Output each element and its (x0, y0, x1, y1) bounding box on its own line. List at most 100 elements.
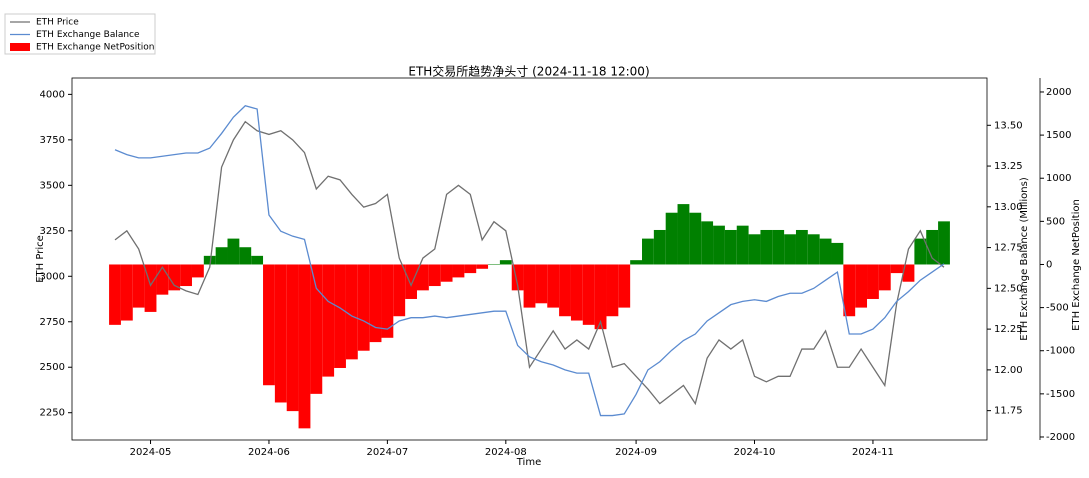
bar (795, 229, 808, 265)
plot-frame (71, 77, 988, 441)
y3-tick-label: 2000 (1046, 87, 1071, 98)
bar (144, 264, 157, 312)
x-axis-label: Time (516, 457, 541, 468)
bar (535, 264, 548, 304)
bar (203, 255, 216, 265)
bar (570, 264, 583, 321)
y-tick-label: 3250 (40, 226, 65, 237)
x-tick-label: 2024-09 (615, 447, 657, 458)
legend-label: ETH Exchange NetPosition (36, 43, 155, 53)
legend-label: ETH Price (36, 18, 79, 28)
bar (132, 264, 145, 308)
bar (345, 264, 358, 360)
x-tick-label: 2024-06 (248, 447, 290, 458)
bar (251, 255, 264, 265)
y2-tick-label: 13.25 (994, 161, 1023, 172)
bar (855, 264, 868, 308)
y3-tick-label: -2000 (1046, 432, 1075, 443)
bar (926, 229, 939, 265)
bar (843, 264, 856, 317)
bar (559, 264, 571, 317)
y2-tick-label: 12.25 (994, 324, 1023, 335)
legend-label: ETH Exchange Balance (36, 30, 140, 40)
bar (760, 229, 773, 265)
bar (511, 264, 524, 291)
bar (168, 264, 181, 291)
y3-axis-label: ETH Exchange NetPosition (1071, 199, 1082, 331)
bar (582, 264, 595, 325)
bar (215, 247, 228, 265)
bar (867, 264, 879, 299)
bar (263, 264, 275, 386)
bar (807, 234, 820, 265)
x-tick-label: 2024-11 (852, 447, 894, 458)
y3-tick-label: -1000 (1046, 346, 1075, 357)
bar (286, 264, 299, 412)
bar (476, 264, 489, 269)
bar (334, 264, 346, 368)
bar (274, 264, 287, 403)
bar (618, 264, 631, 308)
y-tick-label: 3000 (40, 271, 65, 282)
y3-tick-label: 0 (1046, 259, 1052, 270)
y-tick-label: 3750 (40, 135, 65, 146)
bar (180, 264, 192, 287)
bar (499, 260, 512, 265)
bar (156, 264, 169, 295)
bar (677, 204, 690, 265)
bar (784, 234, 796, 265)
bar (594, 264, 607, 330)
y-tick-label: 2750 (40, 317, 65, 328)
bar (772, 229, 785, 265)
bar (120, 264, 133, 321)
bar (322, 264, 335, 377)
x-tick-label: 2024-10 (734, 447, 776, 458)
bar (298, 264, 311, 429)
bar (748, 234, 761, 265)
bar (547, 264, 560, 308)
y-tick-label: 2500 (40, 362, 65, 373)
bar (109, 264, 121, 325)
line (114, 104, 945, 417)
bar (405, 264, 417, 299)
y2-tick-label: 12.75 (994, 243, 1023, 254)
bar (191, 264, 204, 278)
y-tick-label: 3500 (40, 180, 65, 191)
bar (878, 264, 891, 291)
y-tick-label: 2250 (40, 408, 65, 419)
y2-axis-label: ETH Exchange Balance (Millions) (1019, 177, 1030, 341)
bar (369, 264, 382, 343)
bar (736, 225, 749, 265)
y2-tick-label: 12.00 (994, 365, 1023, 376)
x-tick-label: 2024-08 (485, 447, 527, 458)
bar (902, 264, 915, 282)
bar (653, 229, 666, 265)
y2-tick-label: 11.75 (994, 406, 1023, 417)
y3-tick-label: -1500 (1046, 389, 1075, 400)
bar (713, 225, 725, 265)
bar (464, 264, 477, 274)
x-tick-label: 2024-05 (130, 447, 172, 458)
y2-tick-label: 13.00 (994, 202, 1023, 213)
bar (357, 264, 370, 351)
y3-tick-label: 1000 (1046, 173, 1071, 184)
bar (381, 264, 394, 338)
x-tick-label: 2024-07 (366, 447, 408, 458)
bar (914, 238, 927, 265)
bar (701, 221, 714, 265)
bar (393, 264, 406, 317)
bar (227, 238, 240, 265)
y-tick-label: 4000 (40, 89, 65, 100)
y3-tick-label: -500 (1046, 303, 1069, 314)
bar (416, 264, 429, 291)
bar (630, 260, 643, 265)
bar (689, 212, 702, 265)
bar (440, 264, 453, 282)
bar (488, 264, 500, 265)
legend-swatch (10, 43, 30, 51)
bar (724, 229, 737, 265)
bar (606, 264, 619, 317)
y-axis-label: ETH Price (35, 235, 46, 283)
bar (819, 238, 832, 265)
